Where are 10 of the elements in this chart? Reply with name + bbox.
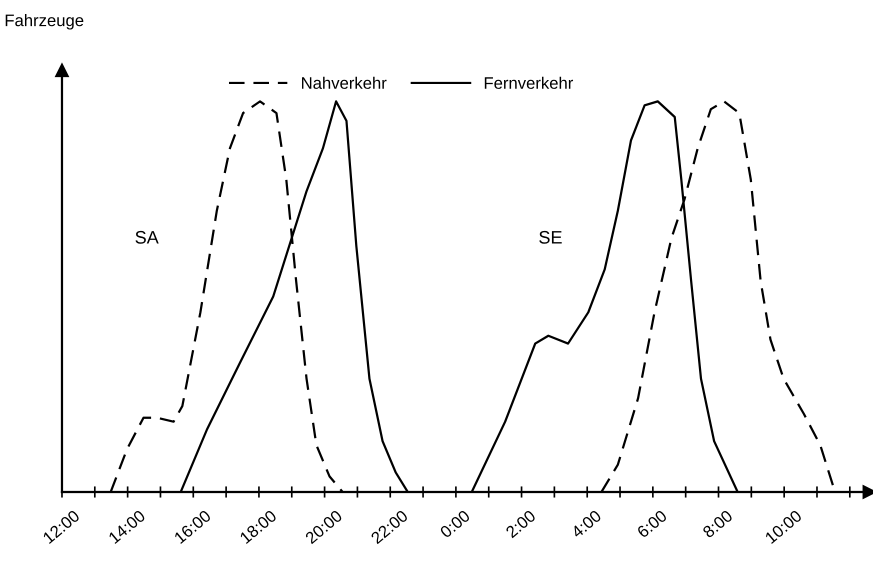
annotation: SA [135,230,159,244]
annotation: SE [539,230,562,244]
legend-label: Nahverkehr [302,76,387,89]
y-axis-title: Fahrzeuge [6,14,84,30]
x-tick-label: 6:00 [636,509,668,538]
x-tick-label: 0:00 [439,509,471,538]
legend-label: Fernverkehr [484,76,574,89]
x-tick-label: 8:00 [702,509,734,538]
x-tick-label: 4:00 [570,509,602,539]
x-tick-label: 2:00 [505,509,536,538]
